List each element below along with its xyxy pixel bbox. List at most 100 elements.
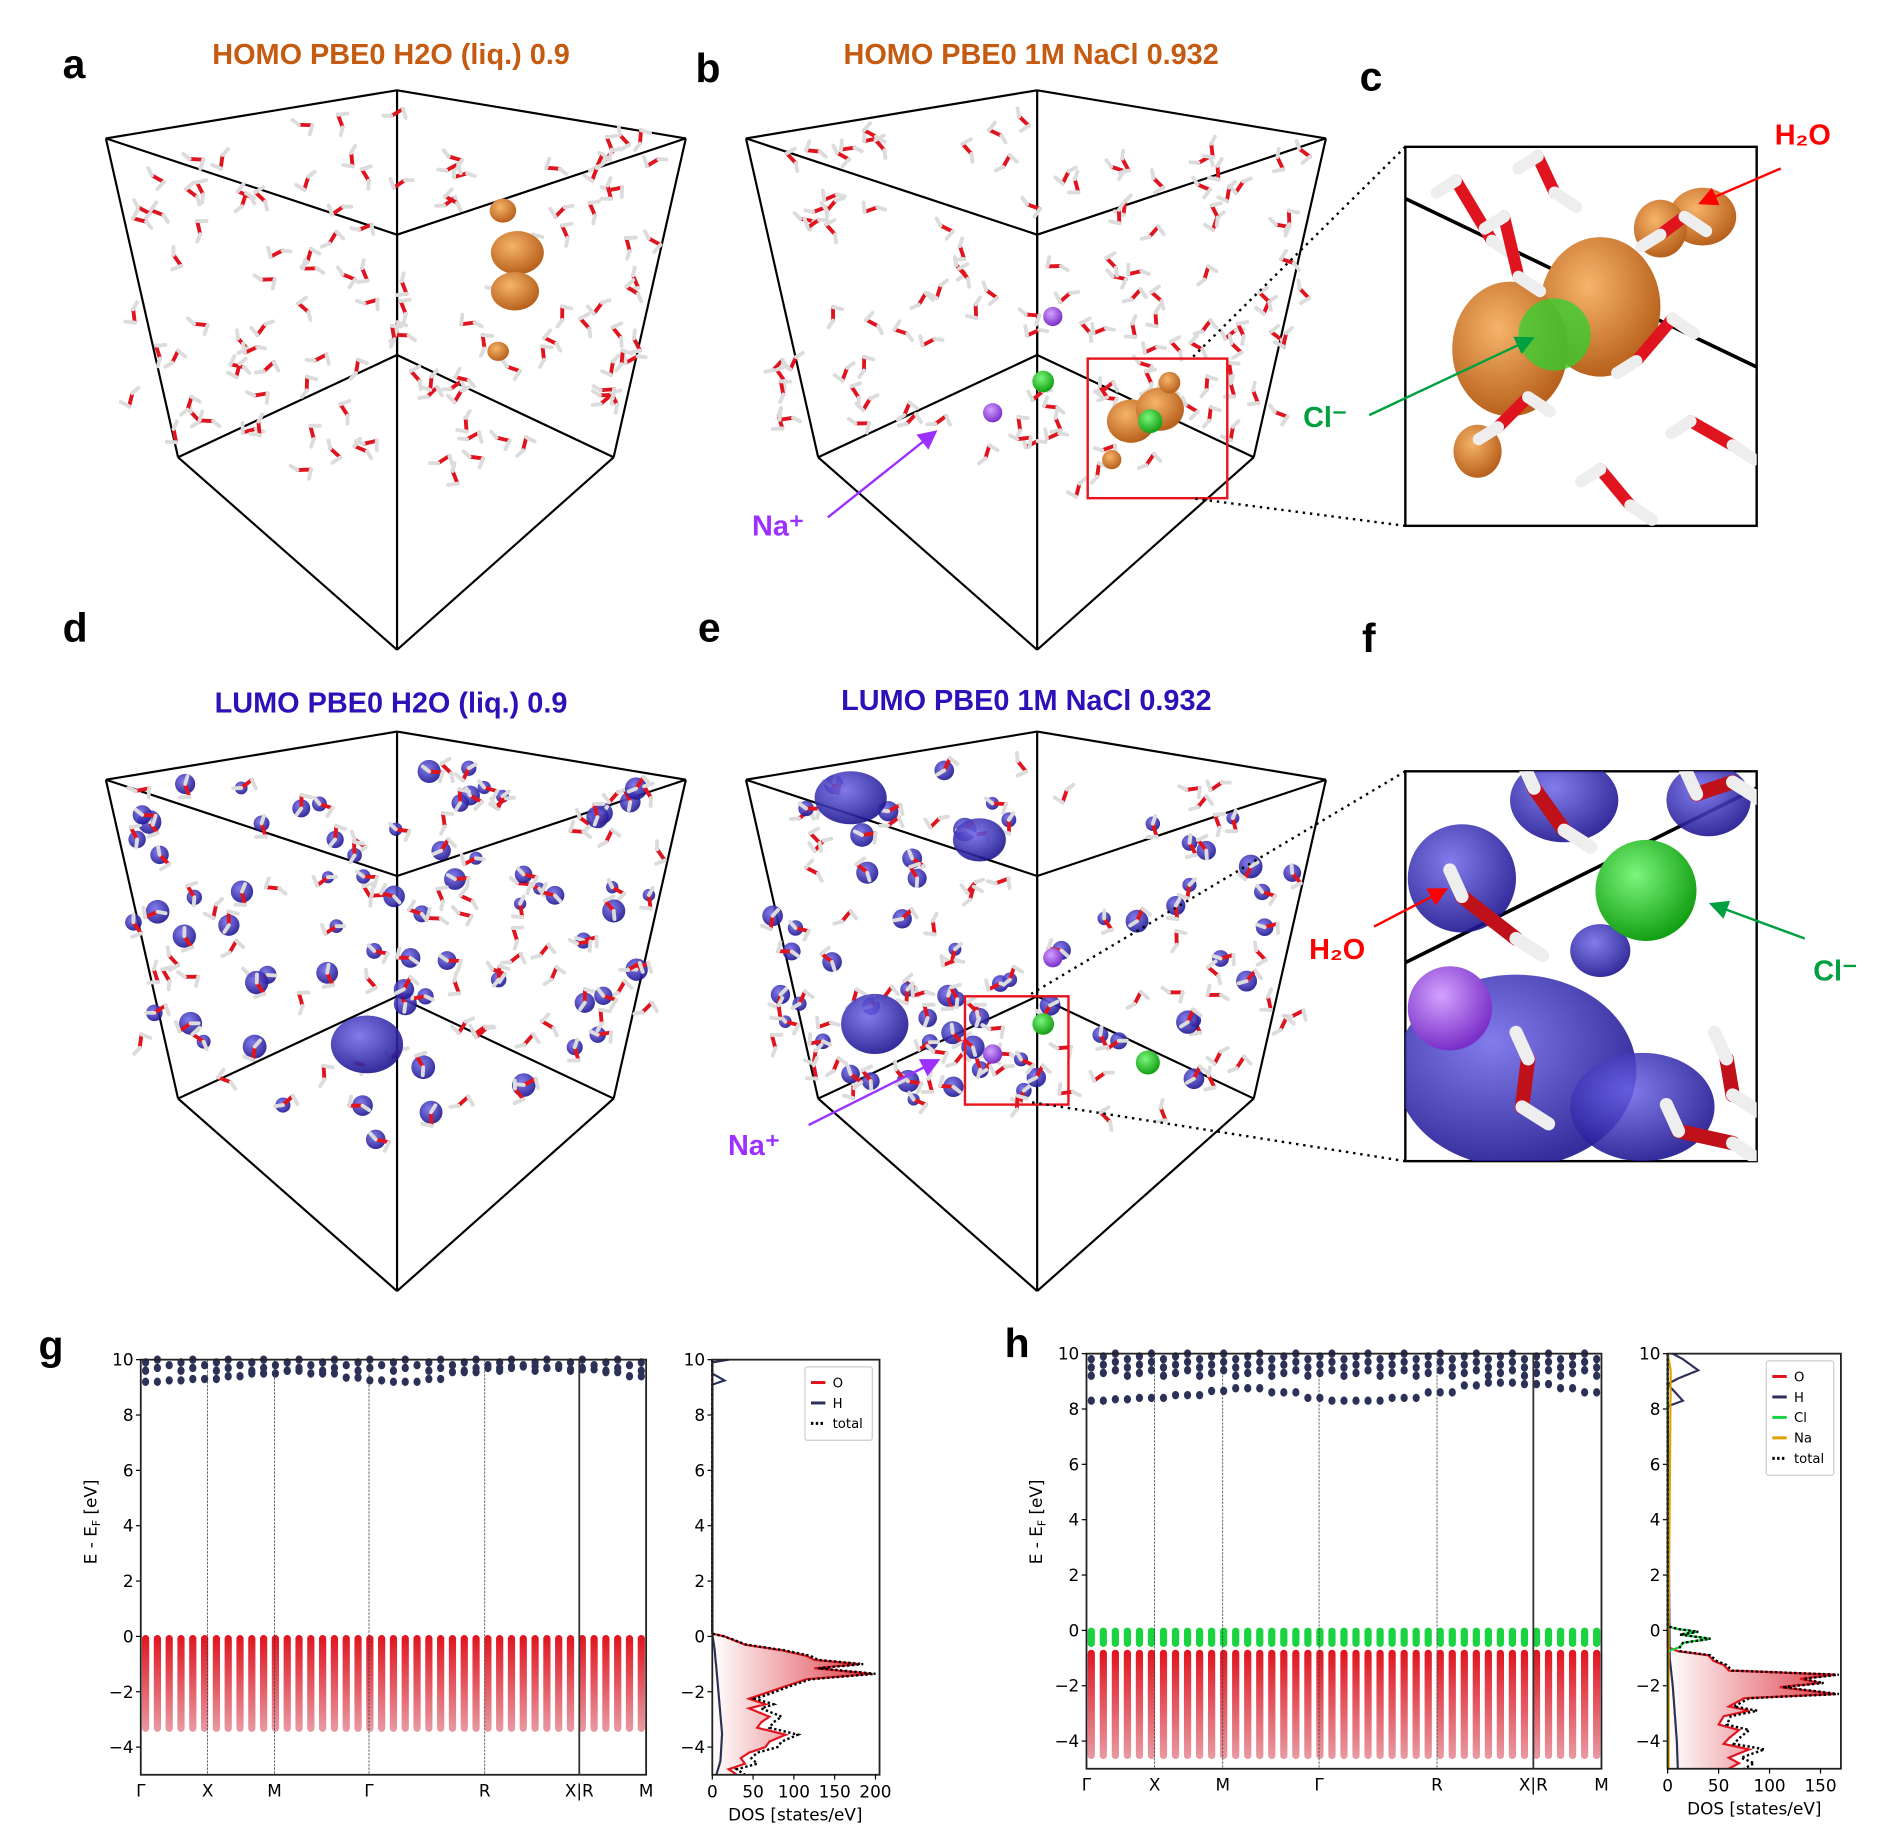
x-tick-label: 150 (819, 1782, 851, 1802)
conduction-band-H (141, 1377, 150, 1387)
legend-label-total: total (833, 1417, 863, 1432)
water-molecule (825, 198, 838, 213)
conduction-band-H (1159, 1354, 1168, 1364)
water-molecule (922, 1002, 930, 1020)
water-molecule (255, 322, 268, 337)
conduction-band-H (1484, 1378, 1492, 1387)
valence-band-O (448, 1635, 457, 1732)
conduction-band-H (1412, 1354, 1420, 1364)
conduction-band-H (212, 1374, 221, 1384)
water-molecule (140, 812, 158, 818)
conduction-band-H (1244, 1368, 1252, 1378)
water-molecule (379, 891, 396, 899)
simulation-box-homo (744, 89, 1327, 651)
cl-arrow (1368, 336, 1535, 417)
water-molecule (1209, 134, 1217, 146)
conduction-band-H (1232, 1371, 1240, 1380)
water-molecule (1678, 210, 1713, 238)
water-molecule (622, 979, 634, 990)
conduction-band-H (1171, 1360, 1180, 1369)
box-edge (1036, 995, 1255, 1100)
inset-c: H₂O Cl⁻ (1190, 119, 1831, 528)
water-molecule (431, 848, 444, 856)
conduction-band-H (1581, 1357, 1589, 1367)
water-molecule (439, 761, 454, 776)
water-molecule (1173, 903, 1180, 921)
water-molecule (511, 926, 520, 943)
water-molecule (439, 756, 452, 766)
valence-band-Cl (1568, 1627, 1577, 1647)
water-molecule (146, 166, 154, 178)
water-molecule (1053, 408, 1059, 420)
water-molecule (265, 972, 278, 978)
box-edge (396, 456, 615, 651)
water-molecule (860, 831, 878, 837)
water-molecule (590, 166, 599, 183)
water-molecule (1045, 431, 1062, 441)
water-molecule (254, 834, 268, 839)
conduction-band-H (448, 1367, 457, 1377)
water-molecule (423, 994, 435, 1002)
water-molecule (944, 413, 952, 427)
water-molecule (459, 320, 477, 327)
water-molecule (951, 1040, 964, 1050)
conduction-band-H (543, 1363, 551, 1373)
water-molecule (1275, 147, 1281, 160)
valence-band-O (531, 1635, 539, 1732)
water-molecule (1079, 321, 1093, 336)
water-molecule (549, 965, 559, 982)
water-molecule (390, 323, 397, 342)
water-molecule (567, 938, 579, 946)
conduction-band-H (1099, 1360, 1107, 1369)
valence-band-Cl (1448, 1627, 1456, 1647)
water-molecule (359, 167, 371, 183)
valence-band-O (1448, 1649, 1456, 1760)
water-molecule (463, 409, 472, 420)
water-molecule (852, 1080, 864, 1091)
water-molecule (964, 314, 979, 320)
water-molecule (402, 1001, 408, 1014)
water-molecule (1079, 316, 1092, 325)
y-tick-label: 0 (1650, 1620, 1661, 1640)
water-molecule (868, 393, 880, 401)
conduction-band-H (1412, 1363, 1420, 1372)
water-molecule (439, 824, 447, 836)
water-molecule (581, 823, 593, 834)
water-molecule (1297, 286, 1311, 301)
valence-band-O (625, 1635, 634, 1732)
water-molecule (146, 831, 160, 839)
water-molecule (1104, 158, 1114, 169)
conduction-band-H (1448, 1388, 1456, 1397)
water-molecule (958, 236, 965, 249)
water-molecule (493, 796, 508, 809)
water-molecule (1251, 388, 1260, 405)
water-molecule (977, 456, 988, 466)
water-molecule (581, 935, 599, 943)
water-molecule (804, 148, 822, 154)
valence-band-O (1304, 1649, 1312, 1760)
water-molecule (1159, 299, 1166, 311)
water-molecule (832, 373, 845, 383)
water-molecule (1229, 341, 1244, 355)
conduction-band-H (354, 1366, 362, 1375)
water-molecule (440, 811, 447, 829)
water-molecule (1205, 779, 1213, 793)
y-tick-label: 2 (123, 1571, 134, 1591)
water-molecule (613, 402, 619, 415)
valence-band-Cl (1484, 1627, 1492, 1647)
water-molecule (1007, 964, 1016, 982)
water-molecule (544, 165, 562, 171)
water-molecule (447, 453, 455, 467)
valence-band-Cl (1183, 1627, 1192, 1647)
water-molecule (1298, 296, 1311, 306)
valence-band-O (1244, 1649, 1252, 1760)
water-molecule (987, 443, 1000, 453)
water-molecule (1184, 786, 1202, 792)
water-molecule (918, 1102, 928, 1115)
water-molecule (147, 820, 160, 836)
water-molecule (482, 785, 500, 794)
conduction-band-H (1532, 1360, 1541, 1369)
water-molecule (862, 205, 880, 214)
water-molecule (1212, 811, 1227, 817)
water-molecule (1242, 1054, 1253, 1066)
